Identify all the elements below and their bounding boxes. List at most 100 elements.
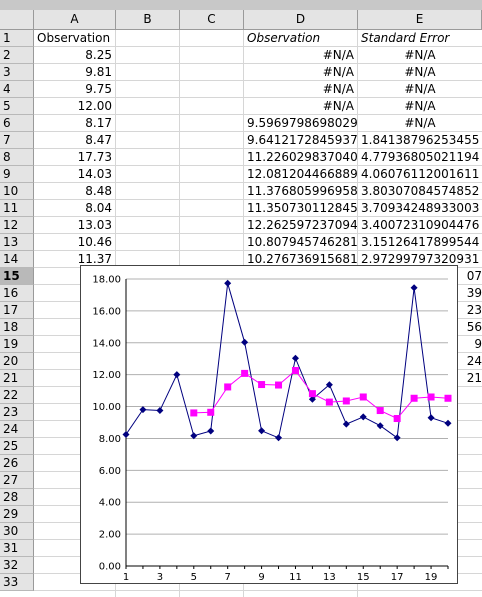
row-header[interactable]: 4: [0, 81, 34, 98]
data-point: [207, 408, 215, 416]
row-header[interactable]: 3: [0, 64, 34, 81]
row-header[interactable]: 10: [0, 183, 34, 200]
data-point: [156, 407, 164, 415]
cell-d[interactable]: 11.3507301128453: [247, 201, 358, 215]
cell-a[interactable]: 10.46: [77, 235, 112, 249]
row-header[interactable]: 20: [0, 353, 34, 370]
cell-a[interactable]: 8.17: [85, 116, 112, 130]
series-line-1: [125, 283, 449, 439]
row-header[interactable]: 21: [0, 370, 34, 387]
row-header[interactable]: 6: [0, 115, 34, 132]
row-header[interactable]: 30: [0, 523, 34, 540]
cell-d[interactable]: 12.0812044668892: [247, 167, 358, 181]
row-header[interactable]: 32: [0, 557, 34, 574]
cell-e-partial[interactable]: 56: [466, 320, 482, 334]
cell-e[interactable]: 4.06076112001611: [361, 167, 480, 181]
row-header[interactable]: 31: [0, 540, 34, 557]
cell-e[interactable]: 3.15126417899544: [361, 235, 480, 249]
cell-e[interactable]: #N/A: [404, 116, 436, 130]
cell-e-partial[interactable]: 23: [466, 303, 482, 317]
cell-a[interactable]: 9.75: [85, 82, 112, 96]
row-header[interactable]: 33: [0, 574, 34, 591]
column-header-e[interactable]: E: [358, 10, 482, 30]
cell-a[interactable]: Observation: [37, 31, 111, 45]
row-header[interactable]: 12: [0, 217, 34, 234]
cell-e[interactable]: 3.40072310904476: [361, 218, 480, 232]
row-header[interactable]: 13: [0, 234, 34, 251]
cell-e[interactable]: #N/A: [404, 82, 436, 96]
cell-d[interactable]: #N/A: [322, 99, 354, 113]
cell-a[interactable]: 13.03: [77, 218, 112, 232]
cell-a[interactable]: 12.00: [77, 99, 112, 113]
row-header[interactable]: 5: [0, 98, 34, 115]
cell-a[interactable]: 17.73: [77, 150, 112, 164]
row-header[interactable]: 15: [0, 268, 34, 285]
cell-e[interactable]: 4.77936805021194: [361, 150, 480, 164]
row-header[interactable]: 9: [0, 166, 34, 183]
column-header-d[interactable]: D: [244, 10, 358, 30]
cell-d[interactable]: #N/A: [322, 82, 354, 96]
cell-e-partial[interactable]: 07: [466, 269, 482, 283]
cell-e[interactable]: #N/A: [404, 99, 436, 113]
cell-a[interactable]: 9.81: [85, 65, 112, 79]
row-header[interactable]: 16: [0, 285, 34, 302]
row-header[interactable]: 11: [0, 200, 34, 217]
data-point: [342, 420, 350, 428]
row-header[interactable]: 17: [0, 302, 34, 319]
data-point: [258, 427, 266, 435]
cell-a[interactable]: 8.04: [85, 201, 112, 215]
row-header[interactable]: 1: [0, 30, 34, 47]
table-row: [34, 574, 482, 591]
cell-e-partial[interactable]: 9: [474, 337, 482, 351]
cell-d[interactable]: #N/A: [322, 65, 354, 79]
cell-d[interactable]: 11.3768059969581: [247, 184, 358, 198]
cell-e[interactable]: 3.80307084574852: [361, 184, 480, 198]
cell-a[interactable]: 14.03: [77, 167, 112, 181]
cell-d[interactable]: 12.2625972370949: [247, 218, 358, 232]
column-header-a[interactable]: A: [34, 10, 116, 30]
cell-e-partial[interactable]: 39: [466, 286, 482, 300]
cell-d[interactable]: Observation: [247, 31, 321, 45]
row-header[interactable]: 28: [0, 489, 34, 506]
data-point: [393, 434, 401, 442]
cell-a[interactable]: 11.37: [77, 252, 112, 266]
cell-d[interactable]: 11.2260298370401: [247, 150, 358, 164]
cell-e-partial[interactable]: 24: [466, 354, 482, 368]
row-header[interactable]: 19: [0, 336, 34, 353]
data-point: [139, 406, 147, 414]
cell-e[interactable]: Standard Error: [361, 31, 450, 45]
column-header-c[interactable]: C: [180, 10, 244, 30]
row-header[interactable]: 25: [0, 438, 34, 455]
cell-e[interactable]: #N/A: [404, 48, 436, 62]
cell-e-partial[interactable]: 21: [466, 371, 482, 385]
cell-a[interactable]: 8.48: [85, 184, 112, 198]
row-header[interactable]: 26: [0, 455, 34, 472]
row-header[interactable]: 24: [0, 421, 34, 438]
cell-e[interactable]: #N/A: [404, 65, 436, 79]
column-header-b[interactable]: B: [116, 10, 180, 30]
row-header[interactable]: 2: [0, 47, 34, 64]
cell-a[interactable]: 8.47: [85, 133, 112, 147]
cell-d[interactable]: 9.59697986980296: [247, 116, 358, 130]
cell-d[interactable]: #N/A: [322, 48, 354, 62]
row-header[interactable]: 14: [0, 251, 34, 268]
cell-e[interactable]: 2.97299797320931: [361, 252, 480, 266]
cell-d[interactable]: 10.8079457462819: [247, 235, 358, 249]
series-line-2: [193, 369, 449, 420]
row-header[interactable]: 22: [0, 387, 34, 404]
row-header[interactable]: 23: [0, 404, 34, 421]
line-chart[interactable]: 0.00 2.00 4.00 6.00 8.00 10.00 12.00 14.00 16.00…: [80, 265, 458, 584]
cell-e[interactable]: 1.84138796253455: [361, 133, 480, 147]
row-header[interactable]: 7: [0, 132, 34, 149]
data-point: [427, 393, 435, 401]
cell-d[interactable]: 10.2767369156815: [247, 252, 358, 266]
cell-a[interactable]: 8.25: [85, 48, 112, 62]
row-header[interactable]: 18: [0, 319, 34, 336]
select-all-corner[interactable]: [0, 10, 34, 30]
row-header[interactable]: 8: [0, 149, 34, 166]
row-header[interactable]: 29: [0, 506, 34, 523]
cell-e[interactable]: 3.70934248933003: [361, 201, 480, 215]
row-header[interactable]: 27: [0, 472, 34, 489]
cell-d[interactable]: 9.64121728459379: [247, 133, 358, 147]
